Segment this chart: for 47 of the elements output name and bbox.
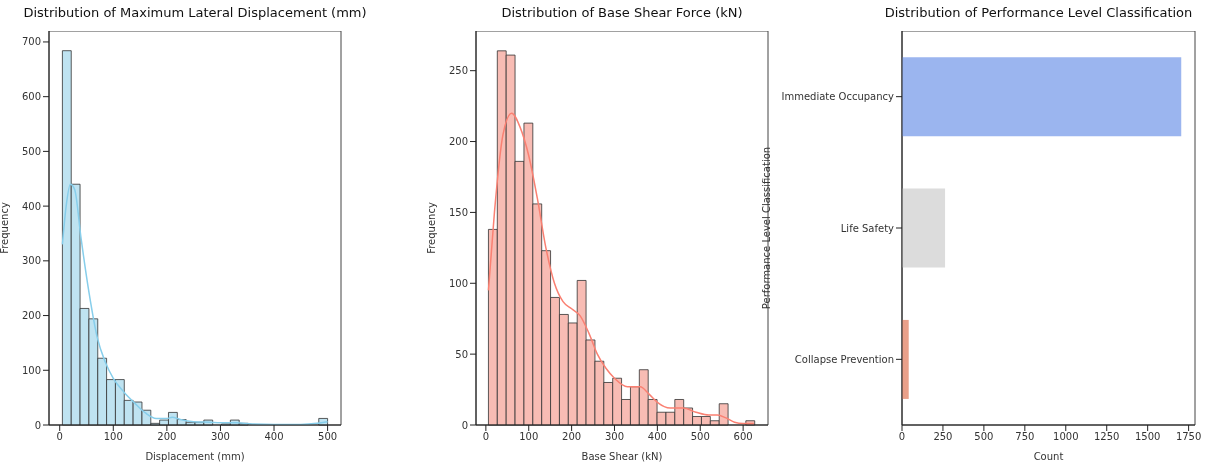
y-tick-label: 300 [21, 255, 41, 267]
x-tick-label: 100 [519, 431, 539, 443]
x-tick-label: 1750 [1175, 431, 1202, 443]
y-tick-label: Life Safety [840, 222, 895, 234]
x-axis-title: Displacement (mm) [145, 451, 245, 462]
x-tick-label: 400 [647, 431, 667, 443]
y-tick-label: Collapse Prevention [794, 353, 894, 365]
x-tick-label: 1250 [1094, 431, 1120, 443]
x-axis-title: Count [1033, 451, 1064, 462]
y-axis-title: Frequency [425, 202, 437, 254]
y-tick-label: 700 [21, 36, 41, 48]
y-tick-label: Immediate Occupancy [781, 91, 895, 103]
chart-title: Distribution of Performance Level Classification [883, 5, 1194, 20]
y-tick-label: 600 [21, 91, 41, 103]
y-tick-label: 200 [448, 136, 468, 148]
y-tick-label: 0 [461, 419, 468, 431]
x-tick-label: 1500 [1134, 431, 1161, 443]
y-tick-label: 200 [21, 310, 41, 322]
y-tick-label: 100 [448, 277, 468, 289]
chart-title: Distribution of Base Shear Force (kN) [500, 5, 744, 20]
y-axis-title: Performance Level Classification [760, 146, 772, 310]
x-tick-label: 500 [974, 431, 994, 443]
x-tick-label: 500 [690, 431, 710, 443]
x-tick-label: 600 [733, 431, 753, 443]
y-tick-label: 400 [21, 200, 41, 212]
x-tick-label: 400 [264, 431, 284, 443]
x-tick-label: 0 [898, 431, 906, 443]
x-tick-label: 100 [103, 431, 123, 443]
chart-title: Distribution of Maximum Lateral Displacement (mm) [22, 5, 368, 20]
x-tick-label: 200 [562, 431, 582, 443]
x-tick-label: 300 [604, 431, 625, 443]
y-tick-label: 50 [455, 348, 468, 360]
y-tick-label: 250 [448, 65, 468, 77]
x-tick-label: 200 [157, 431, 177, 443]
x-tick-label: 750 [1015, 431, 1035, 443]
x-tick-label: 0 [482, 431, 490, 443]
x-tick-label: 300 [210, 431, 230, 443]
x-tick-label: 1000 [1053, 431, 1079, 443]
y-tick-label: 150 [448, 206, 468, 218]
y-tick-label: 100 [21, 364, 41, 376]
y-tick-label: 500 [21, 145, 41, 157]
x-tick-label: 250 [933, 431, 953, 443]
x-axis-title: Base Shear (kN) [581, 451, 663, 462]
x-tick-label: 500 [318, 431, 338, 443]
y-axis-title: Frequency [0, 202, 10, 254]
y-tick-label: 0 [34, 419, 41, 431]
x-tick-label: 0 [56, 431, 63, 443]
